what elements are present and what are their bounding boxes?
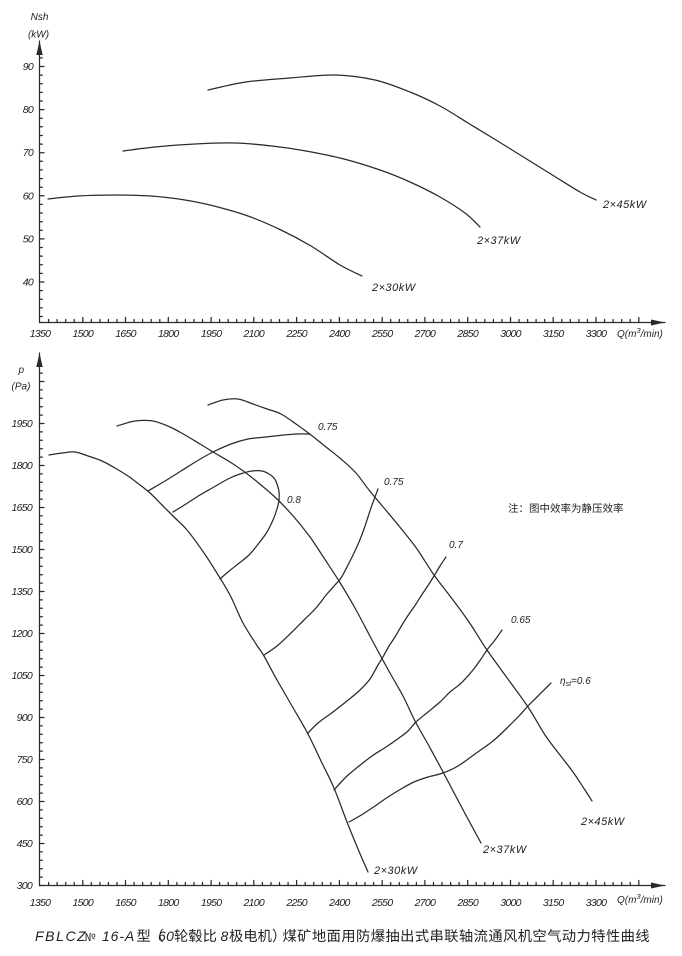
svg-text:1950: 1950 xyxy=(11,418,32,430)
svg-text:(kW): (kW) xyxy=(28,30,49,41)
svg-text:3150: 3150 xyxy=(543,897,564,909)
svg-text:0.7: 0.7 xyxy=(449,540,463,551)
svg-text:450: 450 xyxy=(17,838,33,850)
svg-text:1050: 1050 xyxy=(11,670,32,682)
svg-text:16-A: 16-A xyxy=(102,928,135,944)
svg-text:1500: 1500 xyxy=(73,328,94,340)
svg-text:2250: 2250 xyxy=(285,897,307,909)
svg-text:2100: 2100 xyxy=(243,897,265,909)
svg-text:2250: 2250 xyxy=(285,328,307,340)
svg-text:2×37kW: 2×37kW xyxy=(476,235,522,247)
svg-text:1650: 1650 xyxy=(115,897,136,909)
svg-text:80: 80 xyxy=(23,104,34,116)
svg-text:FBLCZ: FBLCZ xyxy=(35,928,87,944)
svg-text:60: 60 xyxy=(158,928,174,944)
svg-text:3300: 3300 xyxy=(586,328,607,340)
svg-text:Q(m3/min): Q(m3/min) xyxy=(617,326,663,340)
svg-text:600: 600 xyxy=(17,796,33,808)
svg-text:2850: 2850 xyxy=(456,897,478,909)
svg-text:2×30kW: 2×30kW xyxy=(371,282,417,294)
svg-text:2×30kW: 2×30kW xyxy=(373,865,419,877)
svg-text:3000: 3000 xyxy=(500,328,521,340)
svg-text:0.8: 0.8 xyxy=(287,495,301,506)
svg-text:0.65: 0.65 xyxy=(511,615,531,626)
svg-text:40: 40 xyxy=(23,277,34,289)
svg-text:1650: 1650 xyxy=(11,502,32,514)
svg-text:2×45kW: 2×45kW xyxy=(580,816,626,828)
svg-text:1500: 1500 xyxy=(11,544,32,556)
svg-text:0.75: 0.75 xyxy=(384,477,404,488)
svg-text:2×45kW: 2×45kW xyxy=(602,199,648,211)
svg-text:2100: 2100 xyxy=(243,328,265,340)
svg-text:1350: 1350 xyxy=(11,586,32,598)
svg-text:900: 900 xyxy=(17,712,33,724)
svg-text:750: 750 xyxy=(17,754,33,766)
svg-text:70: 70 xyxy=(23,147,34,159)
svg-text:300: 300 xyxy=(17,880,33,892)
svg-text:2700: 2700 xyxy=(414,328,436,340)
svg-text:(Pa): (Pa) xyxy=(12,382,31,393)
svg-text:90: 90 xyxy=(23,61,34,73)
svg-text:Nsh: Nsh xyxy=(31,12,49,23)
svg-text:1800: 1800 xyxy=(11,460,32,472)
svg-text:2550: 2550 xyxy=(371,897,393,909)
svg-text:3000: 3000 xyxy=(500,897,521,909)
svg-text:1800: 1800 xyxy=(158,897,179,909)
svg-text:50: 50 xyxy=(23,233,34,245)
svg-text:2850: 2850 xyxy=(456,328,478,340)
svg-text:Q(m3/min): Q(m3/min) xyxy=(617,892,663,906)
svg-text:p: p xyxy=(18,365,25,376)
svg-text:1350: 1350 xyxy=(30,897,51,909)
svg-text:1350: 1350 xyxy=(30,328,51,340)
svg-text:1800: 1800 xyxy=(158,328,179,340)
svg-text:3300: 3300 xyxy=(586,897,607,909)
svg-text:2550: 2550 xyxy=(371,328,393,340)
svg-text:3150: 3150 xyxy=(543,328,564,340)
svg-text:1950: 1950 xyxy=(201,328,222,340)
svg-text:ηst=0.6: ηst=0.6 xyxy=(560,676,591,688)
svg-text:0.75: 0.75 xyxy=(318,422,338,433)
svg-text:1500: 1500 xyxy=(73,897,94,909)
svg-text:2400: 2400 xyxy=(328,328,350,340)
svg-text:1950: 1950 xyxy=(201,897,222,909)
svg-text:8: 8 xyxy=(221,928,229,944)
svg-text:2700: 2700 xyxy=(414,897,436,909)
svg-text:2400: 2400 xyxy=(328,897,350,909)
svg-text:2×37kW: 2×37kW xyxy=(482,844,528,856)
svg-text:1650: 1650 xyxy=(115,328,136,340)
svg-text:1200: 1200 xyxy=(11,628,32,640)
svg-text:60: 60 xyxy=(23,190,34,202)
